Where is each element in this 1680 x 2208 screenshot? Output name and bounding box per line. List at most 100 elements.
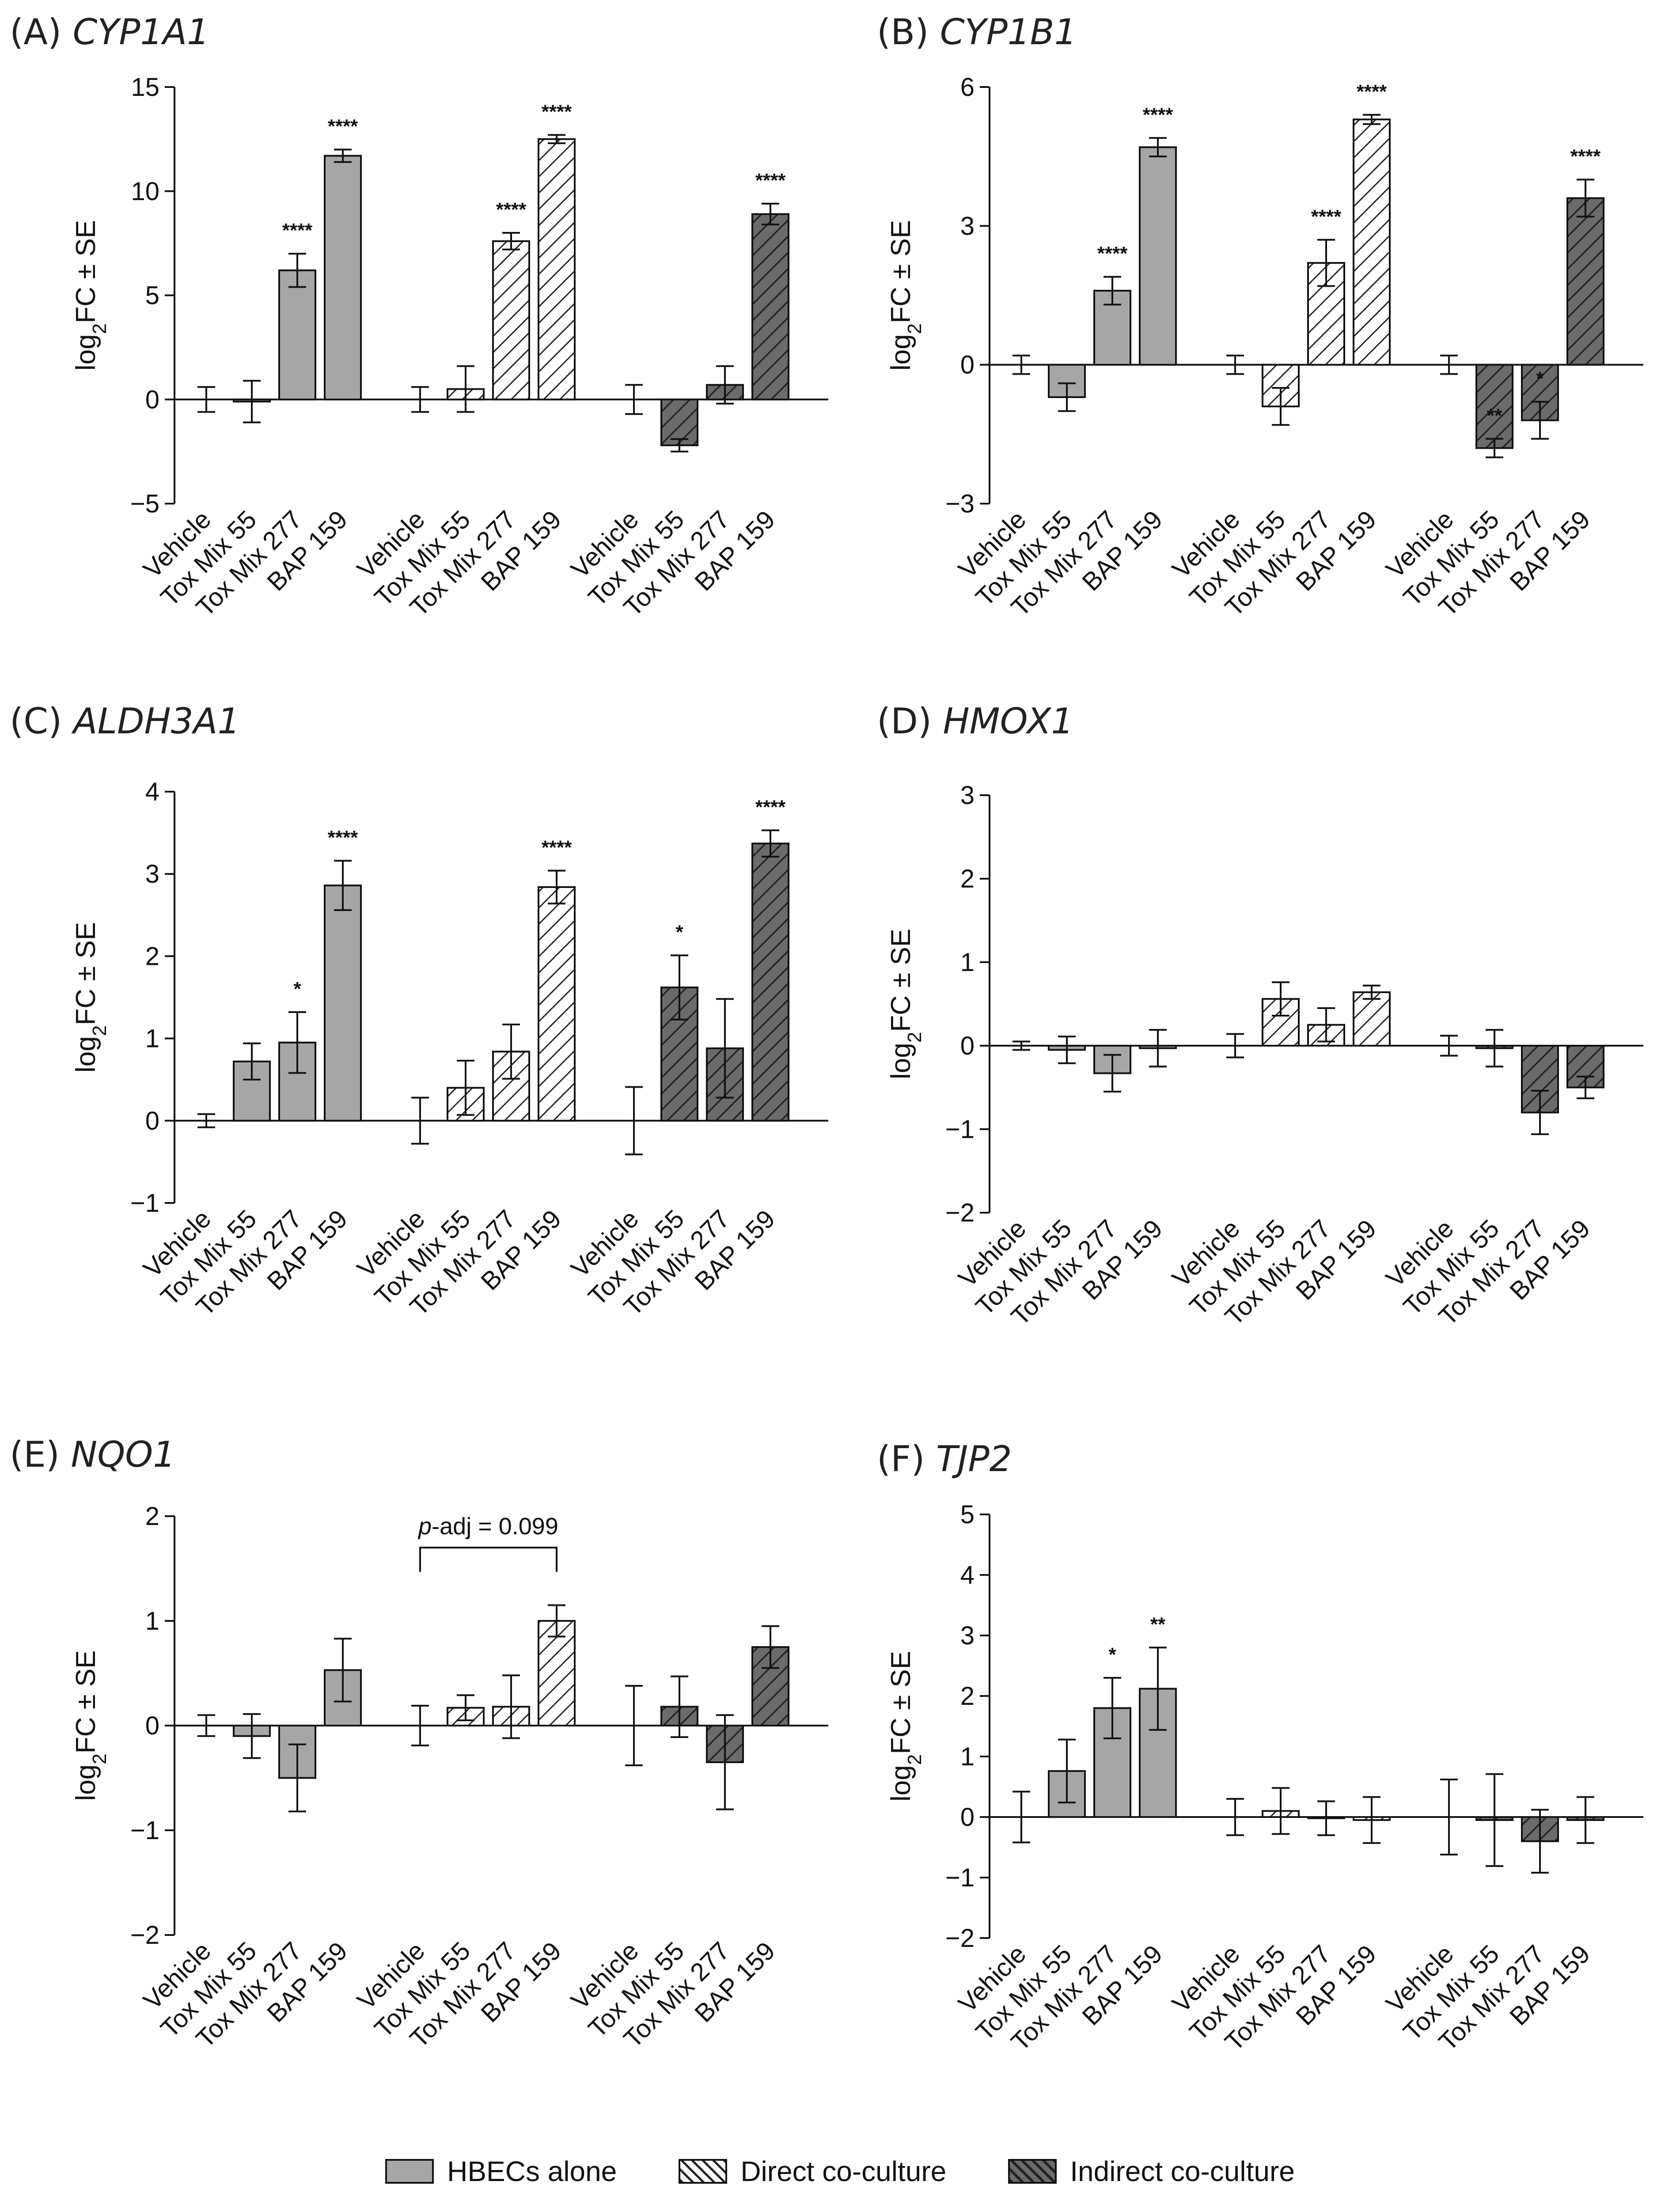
y-tick-label: 0	[145, 1107, 159, 1135]
y-tick-label: 0	[960, 351, 975, 379]
y-label-rest: FC ± SE	[886, 929, 916, 1032]
significance-marker: *	[293, 978, 301, 1000]
y-label-log: log	[71, 334, 101, 371]
significance-marker: *	[675, 922, 683, 943]
y-tick-label: 2	[960, 865, 975, 893]
y-tick-label: −2	[945, 1199, 975, 1227]
bracket-label: p-adj = 0.099	[417, 1513, 558, 1540]
panel-label: (E)	[10, 1434, 71, 1475]
legend-item-indirect: Indirect co-culture	[1008, 2155, 1295, 2188]
panel-title: (A) CYP1A1	[10, 11, 209, 53]
panel-label: (F)	[877, 1438, 936, 1480]
bar-hbecs	[278, 269, 316, 401]
y-tick-label: 0	[145, 385, 159, 414]
y-tick-label: 1	[145, 1024, 159, 1053]
panel-title: (C) ALDH3A1	[10, 701, 240, 742]
gene-name: HMOX1	[943, 701, 1073, 742]
bar-direct	[538, 138, 576, 401]
bar-indirect	[751, 842, 789, 1122]
significance-marker: **	[1487, 405, 1502, 426]
panel-label: (D)	[877, 701, 943, 742]
y-tick-label: 15	[131, 73, 159, 102]
y-tick-label: 1	[960, 1742, 975, 1771]
significance-marker: ****	[1143, 104, 1173, 125]
y-label-rest: FC ± SE	[886, 1651, 916, 1754]
y-label-rest: FC ± SE	[71, 1650, 101, 1753]
y-axis-label: log2FC ± SE	[886, 1651, 925, 1802]
y-tick-label: 2	[145, 1502, 159, 1531]
significance-marker: **	[1150, 1613, 1166, 1635]
y-tick-label: 5	[960, 1500, 975, 1529]
significance-marker: ****	[1097, 243, 1128, 265]
gene-name: TJP2	[936, 1438, 1012, 1480]
significance-marker: ****	[1570, 146, 1601, 167]
bar-indirect	[1521, 1045, 1559, 1114]
y-tick-label: 2	[960, 1682, 975, 1711]
y-label-sub: 2	[89, 1025, 110, 1036]
y-label-log: log	[886, 334, 916, 371]
legend-swatch-direct	[679, 2159, 728, 2184]
legend-item-hbecs: HBECs alone	[385, 2155, 617, 2188]
y-label-rest: FC ± SE	[886, 220, 916, 323]
significance-marker: *	[1536, 368, 1544, 389]
y-axis-label: log2FC ± SE	[71, 1650, 110, 1801]
bracket-label-p: p	[417, 1513, 432, 1540]
y-label-log: log	[71, 1036, 101, 1073]
bar-hbecs	[324, 155, 362, 401]
y-label-sub: 2	[89, 1753, 110, 1764]
significance-marker: ****	[328, 827, 358, 848]
legend-label-direct: Direct co-culture	[740, 2155, 947, 2187]
y-tick-label: 4	[145, 778, 159, 806]
panel-label: (C)	[10, 701, 73, 742]
gene-name: ALDH3A1	[71, 701, 240, 742]
y-tick-label: 5	[145, 281, 159, 310]
y-axis-label: log2FC ± SE	[886, 929, 925, 1079]
y-tick-label: 3	[960, 781, 975, 810]
bar-direct	[492, 240, 530, 401]
y-tick-label: −5	[130, 489, 159, 518]
bar-direct	[538, 1620, 576, 1726]
y-label-sub: 2	[89, 323, 110, 334]
legend-swatch-hbecs	[385, 2159, 434, 2184]
bar-indirect	[1566, 197, 1604, 366]
y-tick-label: 0	[960, 1803, 975, 1832]
significance-marker: ****	[542, 837, 572, 858]
significance-bracket	[419, 1547, 557, 1572]
significance-marker: *	[1108, 1644, 1116, 1665]
y-tick-label: 3	[960, 212, 975, 240]
y-tick-label: 4	[960, 1561, 975, 1590]
y-tick-label: 1	[145, 1607, 159, 1635]
y-tick-label: 0	[960, 1032, 975, 1060]
panel-title: (D) HMOX1	[877, 701, 1073, 742]
gene-name: CYP1B1	[940, 11, 1077, 53]
legend-label-indirect: Indirect co-culture	[1070, 2155, 1295, 2187]
bar-indirect	[660, 398, 698, 446]
bar-indirect	[751, 1646, 789, 1726]
significance-marker: ****	[755, 170, 786, 191]
y-label-rest: FC ± SE	[71, 220, 101, 323]
y-tick-label: 10	[131, 177, 159, 206]
y-label-log: log	[886, 1765, 916, 1802]
significance-marker: ****	[755, 797, 786, 818]
y-label-log: log	[886, 1043, 916, 1079]
legend-label-hbecs: HBECs alone	[447, 2155, 617, 2187]
bar-direct	[1353, 118, 1391, 366]
y-tick-label: −1	[945, 1863, 975, 1892]
panel-title: (F) TJP2	[877, 1438, 1012, 1480]
panel-label: (B)	[877, 11, 940, 53]
significance-marker: ****	[542, 101, 572, 122]
legend-item-direct: Direct co-culture	[679, 2155, 946, 2188]
bar-direct	[1353, 991, 1391, 1047]
significance-marker: ****	[282, 220, 313, 241]
gene-name: CYP1A1	[73, 11, 210, 53]
y-tick-label: 3	[145, 860, 159, 888]
bar-direct	[538, 886, 576, 1122]
bar-hbecs	[324, 884, 362, 1122]
y-tick-label: 6	[960, 73, 975, 102]
y-label-sub: 2	[904, 1754, 925, 1765]
y-tick-label: 0	[145, 1711, 159, 1740]
y-axis-label: log2FC ± SE	[71, 922, 110, 1073]
panel-label: (A)	[10, 11, 73, 53]
